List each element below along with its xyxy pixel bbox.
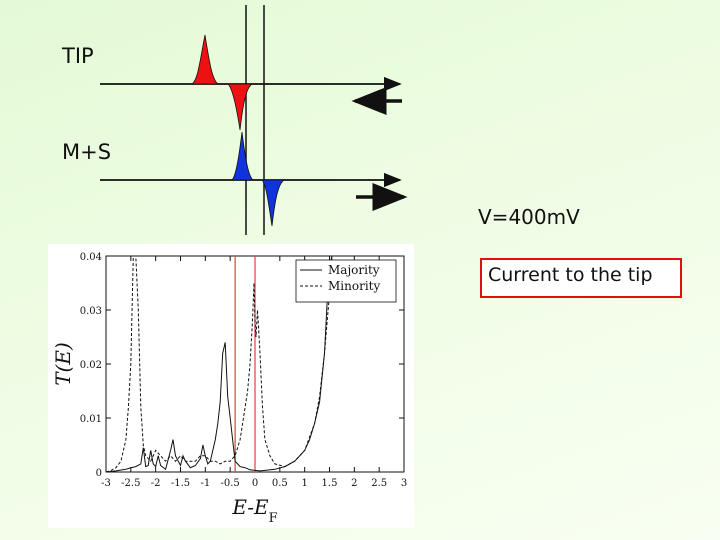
ms-dos-peak-up xyxy=(231,131,255,181)
series-minority xyxy=(105,255,335,473)
ms-dos-peak-down xyxy=(261,179,286,227)
y-axis-label: T(E) xyxy=(51,342,75,386)
x-tick-label: 0 xyxy=(252,478,258,489)
x-tick-label: -2 xyxy=(151,478,161,489)
tip-dos-peak-up xyxy=(190,34,220,85)
x-tick-label: 2 xyxy=(351,478,357,489)
x-tick-label: -2.5 xyxy=(121,478,140,489)
x-tick-label: -1.5 xyxy=(171,478,190,489)
x-tick-label: 2.5 xyxy=(371,478,387,489)
legend-label: Minority xyxy=(328,279,380,293)
x-tick-label: -0.5 xyxy=(221,478,240,489)
y-tick-label: 0.02 xyxy=(80,360,102,371)
x-axis-label: E-EF xyxy=(231,495,277,526)
x-tick-label: 0.5 xyxy=(272,478,288,489)
transmission-plot-panel: -3 -2.5 -2 -1.5 -1 -0.5 0 0.5 1 1.5 2 2.5 3 0 0.01 0.02… xyxy=(48,244,414,528)
x-tick-label: 3 xyxy=(401,478,407,489)
x-tick-label: 1 xyxy=(301,478,307,489)
y-tick-label: 0.01 xyxy=(80,414,102,425)
x-tick-label: -1 xyxy=(200,478,210,489)
x-tick-label: 1.5 xyxy=(322,478,338,489)
transmission-plot: -3 -2.5 -2 -1.5 -1 -0.5 0 0.5 1 1.5 2 2.5 3 0 0.01 0.02… xyxy=(51,252,407,526)
tip-dos-peak-down xyxy=(227,83,254,131)
legend-box xyxy=(295,259,397,303)
y-tick-label: 0 xyxy=(96,468,102,479)
tip-label: TIP xyxy=(62,44,94,68)
ms-label: M+S xyxy=(62,140,112,164)
y-tick-label: 0.04 xyxy=(80,252,102,263)
y-tick-label: 0.03 xyxy=(80,306,102,317)
current-note-box: Current to the tip xyxy=(480,258,682,298)
legend-label: Majority xyxy=(328,263,380,277)
voltage-label: V=400mV xyxy=(478,205,580,229)
x-tick-label: -3 xyxy=(101,478,111,489)
